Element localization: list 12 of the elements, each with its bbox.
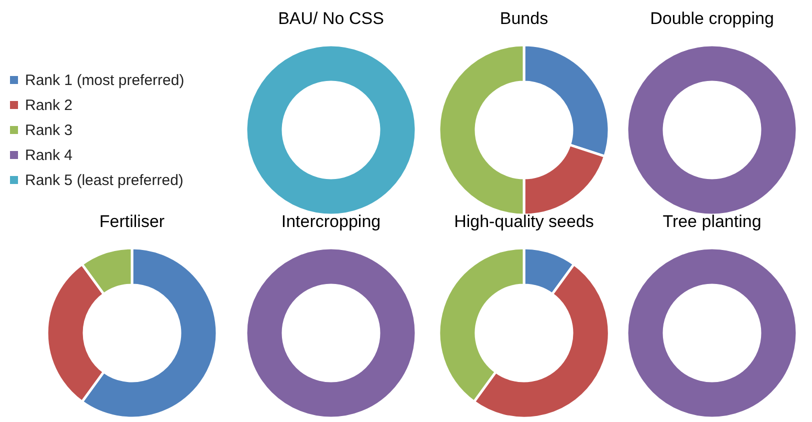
chart-title: Tree planting bbox=[662, 212, 762, 231]
legend-label: Rank 3 bbox=[25, 122, 73, 139]
legend-label: Rank 4 bbox=[25, 147, 73, 164]
chart-title: Double cropping bbox=[650, 9, 774, 28]
legend-label: Rank 1 (most preferred) bbox=[25, 72, 184, 89]
chart-title: Intercropping bbox=[281, 212, 381, 231]
chart-title: Bunds bbox=[500, 9, 548, 28]
legend-label: Rank 5 (least preferred) bbox=[25, 172, 184, 189]
chart-title: High-quality seeds bbox=[454, 212, 594, 231]
chart-title: Fertiliser bbox=[99, 212, 165, 231]
legend-label: Rank 2 bbox=[25, 97, 73, 114]
chart-title: BAU/ No CSS bbox=[278, 9, 384, 28]
